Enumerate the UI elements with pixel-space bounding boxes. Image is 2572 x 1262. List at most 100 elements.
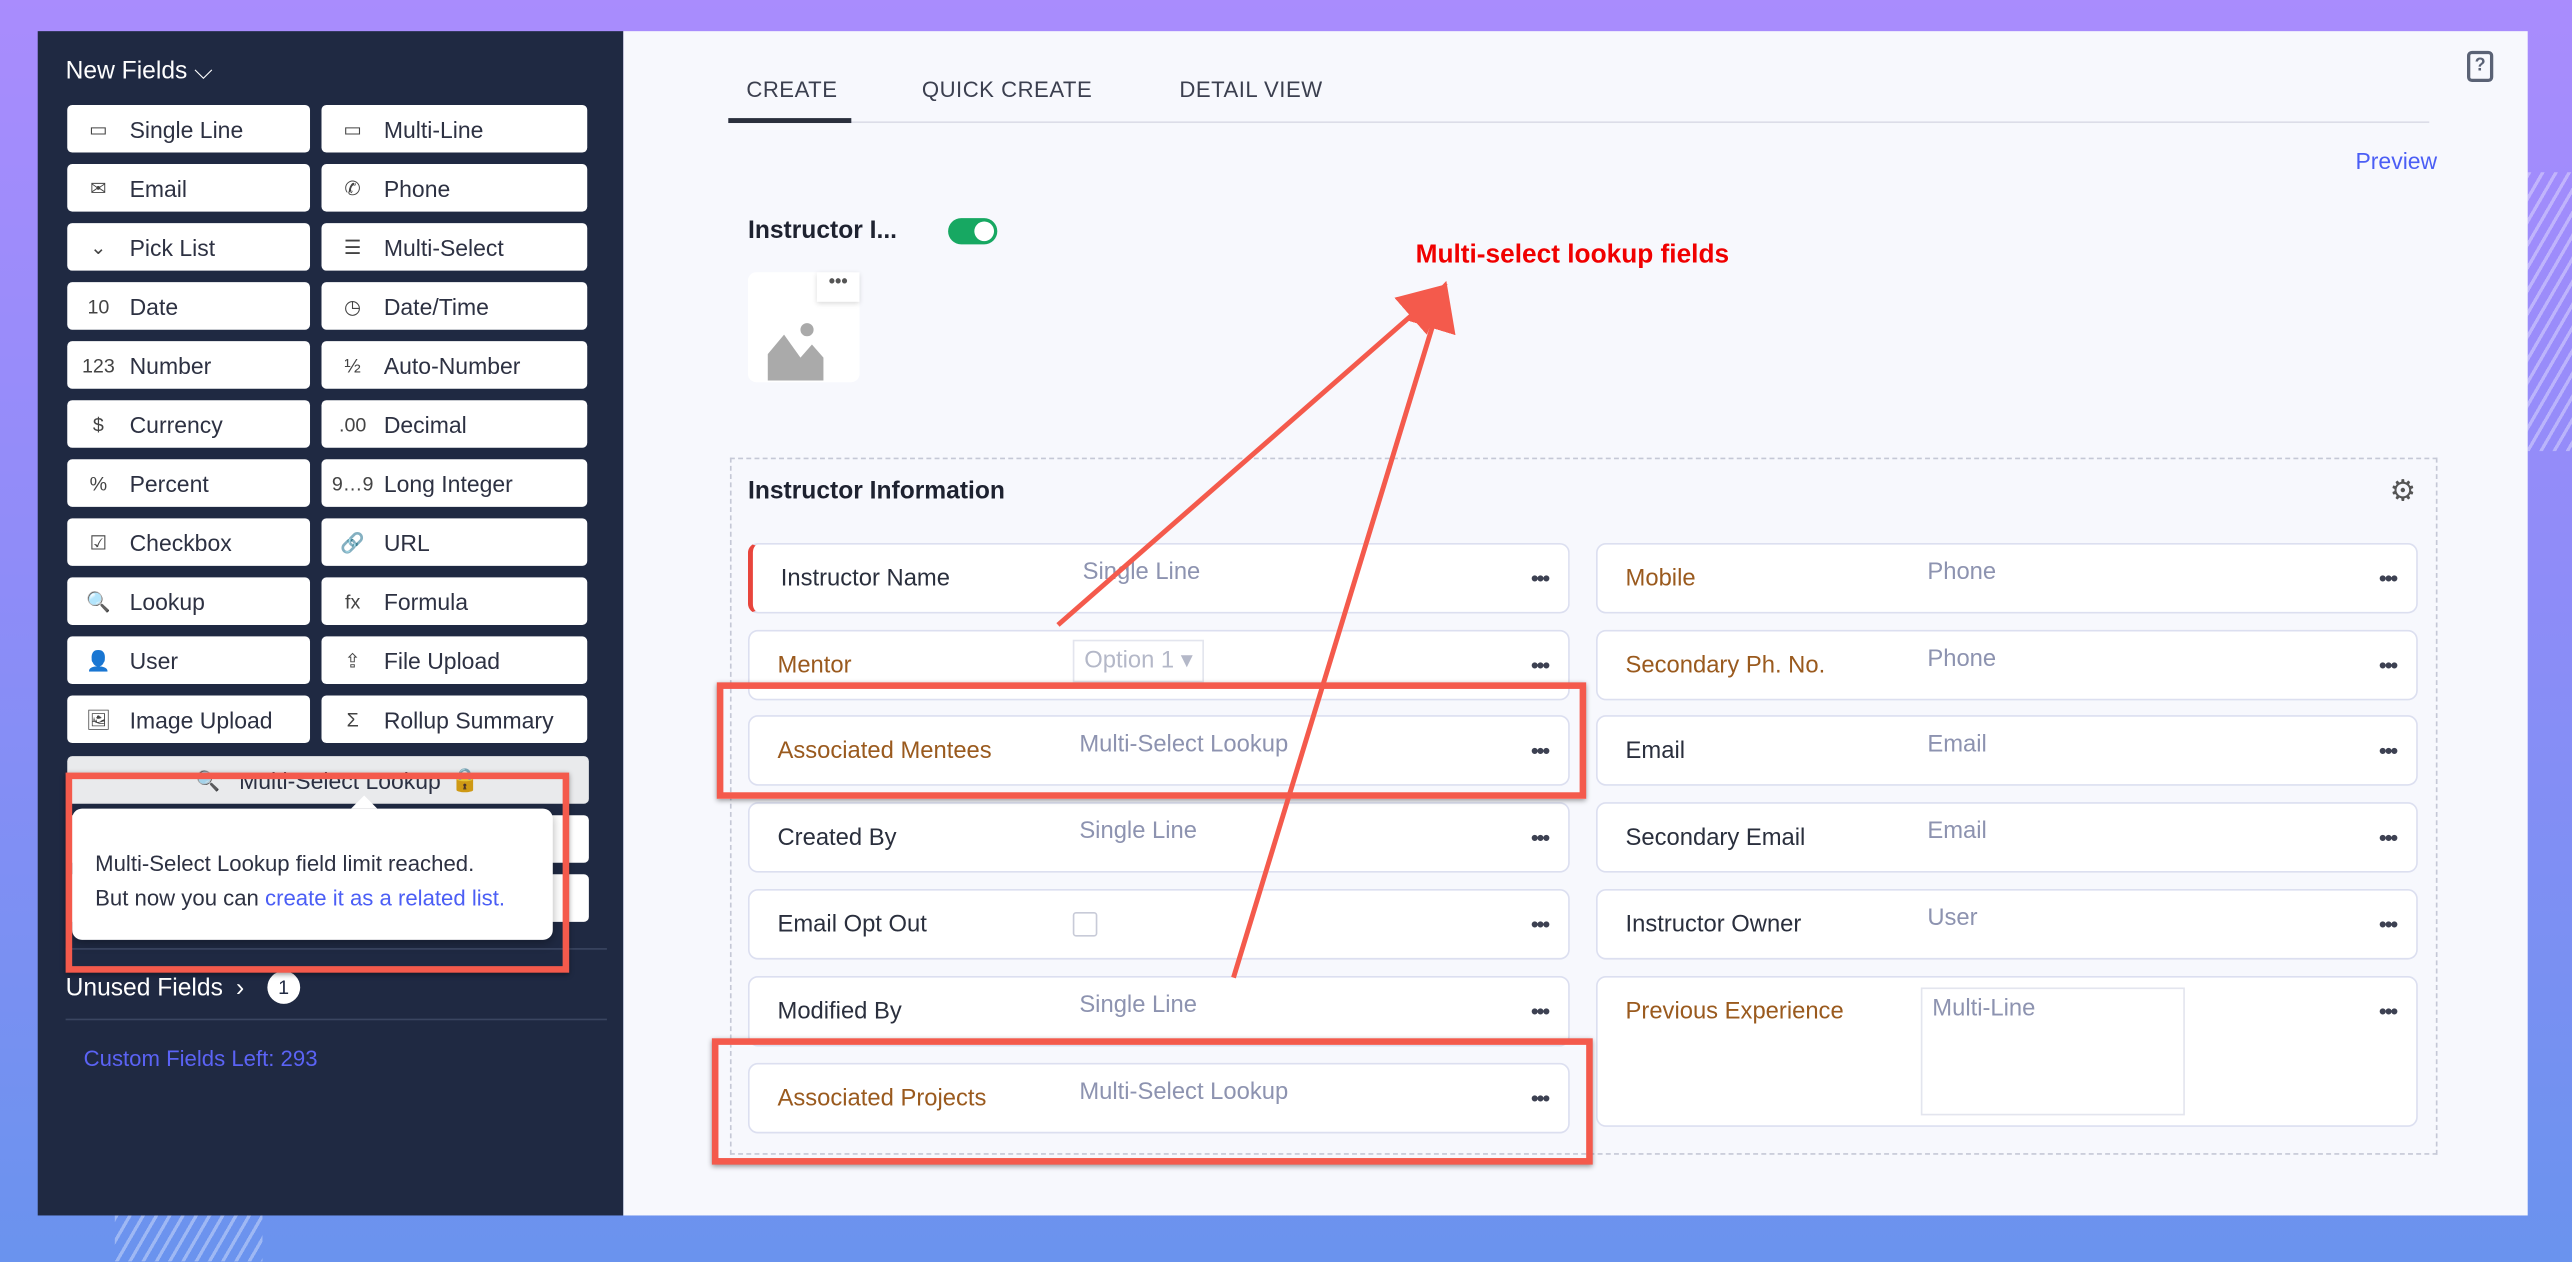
more-options-icon[interactable]: •••	[2378, 652, 2398, 678]
more-options-icon[interactable]: •••	[1530, 1085, 1550, 1111]
tooltip-line-2: But now you can	[95, 885, 266, 911]
layout-field-row[interactable]: Associated Projects Multi-Select Lookup ••…	[747, 1062, 1570, 1134]
field-button-label: File Upload	[383, 647, 501, 674]
more-options-icon[interactable]: •••	[1530, 652, 1550, 678]
field-label: Instructor Name	[780, 565, 950, 593]
envelope-icon: ✉	[90, 176, 107, 200]
field-label: Secondary Email	[1625, 825, 1806, 852]
divider	[65, 948, 607, 950]
pick-list-icon: ⌄	[90, 235, 107, 259]
field-button-label: Multi-Line	[383, 115, 484, 142]
field-button-user[interactable]: 👤 User	[67, 636, 311, 685]
field-button-label: Rollup Summary	[383, 706, 554, 733]
more-options-icon[interactable]: •••	[1530, 998, 1550, 1024]
field-button-currency[interactable]: $ Currency	[67, 400, 311, 448]
field-button-image-upload[interactable]: 🖼 Image Upload	[67, 695, 311, 744]
preview-link[interactable]: Preview	[2355, 147, 2438, 174]
field-button-multi-line[interactable]: ▭ Multi-Line	[321, 104, 588, 153]
field-button-label: Single Line	[129, 115, 244, 142]
multi-select-lookup-button[interactable]: 🔍 Multi-Select Lookup 🔒	[67, 756, 589, 804]
layout-field-row[interactable]: Previous Experience Multi-Line •••	[1596, 975, 2418, 1127]
decorative-stripes	[114, 1215, 263, 1262]
field-label: Email	[1625, 738, 1686, 765]
unused-count-badge: 1	[267, 971, 300, 1004]
highlight-box	[65, 772, 570, 973]
field-button-email[interactable]: ✉ Email	[67, 164, 311, 212]
more-options-icon[interactable]: •••	[1530, 738, 1550, 763]
record-image-placeholder[interactable]: •••	[747, 272, 860, 383]
field-button-label: Long Integer	[383, 469, 513, 497]
link-icon: 🔗	[340, 530, 365, 554]
percent-icon: %	[89, 471, 108, 495]
field-button-rollup-summary[interactable]: Σ Rollup Summary	[321, 695, 588, 744]
rollup-summary-icon: Σ	[346, 707, 359, 731]
help-icon[interactable]: ?	[2467, 50, 2494, 83]
layout-field-row[interactable]: Instructor Owner User •••	[1596, 889, 2418, 960]
dropdown-caret-icon: ▾	[1180, 647, 1193, 675]
layout-field-row[interactable]: Mobile Phone •••	[1596, 542, 2418, 614]
tab-detail-view[interactable]: DETAIL VIEW	[1179, 77, 1323, 102]
more-options-icon[interactable]: •••	[2378, 998, 2398, 1024]
layout-field-row[interactable]: Associated Mentees Multi-Select Lookup •••	[747, 715, 1570, 786]
more-options-icon[interactable]: •••	[2378, 912, 2398, 937]
layout-toggle[interactable]	[948, 218, 998, 245]
gear-icon[interactable]: ⚙	[2389, 474, 2417, 507]
layout-field-row[interactable]: Email Email •••	[1596, 715, 2418, 786]
layout-field-row[interactable]: Instructor Name Single Line •••	[747, 542, 1570, 614]
field-button-formula[interactable]: fx Formula	[321, 577, 588, 625]
layout-field-row[interactable]: Secondary Ph. No. Phone •••	[1596, 629, 2418, 701]
layout-field-row[interactable]: Modified By Single Line •••	[747, 975, 1570, 1047]
unused-fields-toggle[interactable]: Unused Fields › 1	[66, 971, 300, 1004]
field-button-multi-select[interactable]: ☰ Multi-Select	[321, 223, 588, 271]
tab-quick-create[interactable]: QUICK CREATE	[921, 77, 1093, 102]
field-type: Multi-Select Lookup	[1079, 731, 1289, 758]
field-label: Mentor	[777, 652, 852, 680]
field-button-single-line[interactable]: ▭ Single Line	[67, 104, 311, 153]
layout-field-row[interactable]: Secondary Email Email •••	[1596, 802, 2418, 873]
field-button-date[interactable]: 10 Date	[67, 282, 311, 330]
chevron-right-icon: ›	[236, 973, 245, 1002]
active-tab-indicator	[728, 118, 852, 124]
more-options-icon[interactable]: •••	[2378, 825, 2398, 850]
layout-field-row[interactable]: Email Opt Out •••	[747, 889, 1570, 960]
more-options-icon[interactable]: •••	[1530, 565, 1550, 591]
field-button-label: User	[129, 647, 179, 674]
field-button-pick-list[interactable]: ⌄ Pick List	[67, 223, 311, 271]
field-button-auto-number[interactable]: ½ Auto-Number	[321, 341, 588, 389]
field-button-date-time[interactable]: ◷ Date/Time	[321, 282, 588, 330]
field-type: Single Line	[1082, 559, 1201, 586]
multiline-preview: Multi-Line	[1920, 987, 2185, 1116]
field-button-lookup[interactable]: 🔍 Lookup	[67, 577, 311, 625]
tab-create[interactable]: CREATE	[746, 77, 838, 102]
more-options-icon[interactable]: •••	[2378, 565, 2398, 591]
field-button-label: Checkbox	[129, 528, 232, 556]
field-button-file-upload[interactable]: ⇪ File Upload	[321, 636, 588, 685]
new-fields-sidebar: New Fields ⌵ ▭ Single Line ▭ Multi-Line ✉ Ema…	[37, 31, 624, 1216]
auto-number-icon: ½	[344, 353, 361, 377]
field-button-phone[interactable]: ✆ Phone	[321, 164, 588, 212]
field-label: Modified By	[777, 998, 902, 1026]
field-button-long-integer[interactable]: 9…9 Long Integer	[321, 459, 588, 507]
field-button-label: Image Upload	[129, 706, 273, 733]
field-button-decimal[interactable]: .00 Decimal	[321, 400, 588, 448]
field-button-url[interactable]: 🔗 URL	[321, 518, 588, 566]
number-icon: 123	[81, 353, 115, 377]
formula-icon: fx	[345, 589, 361, 613]
layout-field-row[interactable]: Created By Single Line •••	[747, 802, 1570, 873]
new-fields-header[interactable]: New Fields ⌵	[66, 57, 213, 85]
dollar-icon: $	[92, 412, 104, 436]
more-options-icon[interactable]: •••	[2378, 738, 2398, 763]
field-button-label: Number	[129, 351, 212, 379]
field-type: Multi-Select Lookup	[1079, 1079, 1289, 1106]
field-button-number[interactable]: 123 Number	[67, 341, 311, 389]
divider	[65, 1018, 607, 1021]
create-related-list-link[interactable]: create it as a related list.	[265, 885, 506, 911]
more-options-icon[interactable]: •••	[816, 272, 860, 302]
field-button-checkbox[interactable]: ☑ Checkbox	[67, 518, 311, 566]
field-button-percent[interactable]: % Percent	[67, 459, 311, 507]
chevron-down-icon: ⌵	[194, 57, 213, 86]
tooltip-line-1: Multi-Select Lookup field limit reached.	[95, 851, 475, 876]
more-options-icon[interactable]: •••	[1530, 825, 1550, 850]
multi-select-icon: ☰	[343, 235, 362, 259]
more-options-icon[interactable]: •••	[1530, 912, 1550, 937]
